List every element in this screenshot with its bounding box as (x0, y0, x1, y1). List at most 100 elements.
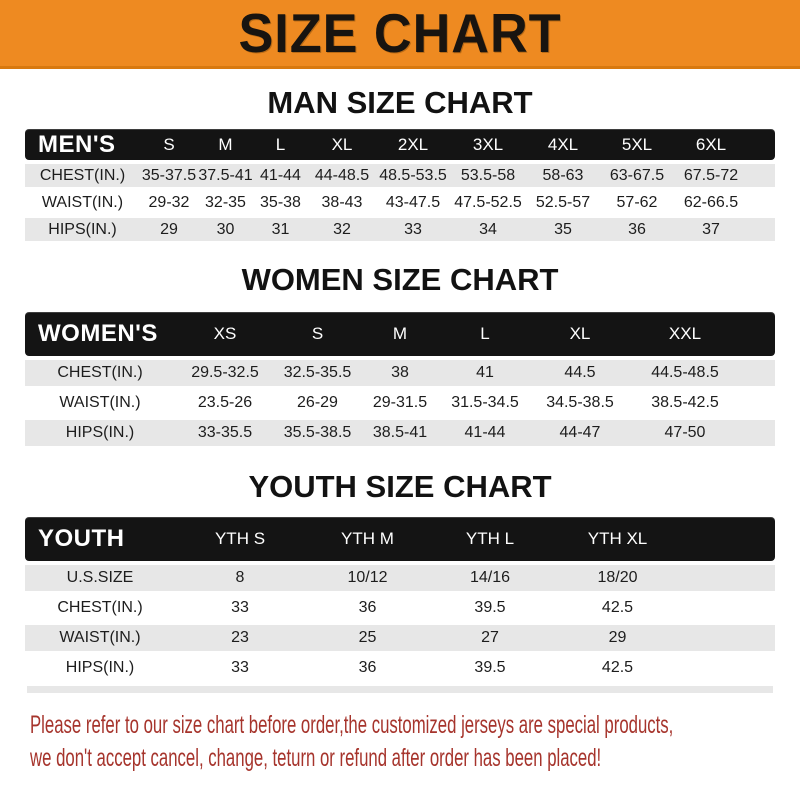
size-value-cell: 29-32 (140, 191, 198, 214)
size-value-cell: 26-29 (275, 390, 360, 416)
youth-header-row: YOUTH YTH S YTH M YTH L YTH XL (25, 517, 775, 561)
spacer-cell (748, 164, 775, 187)
size-column-header: 5XL (600, 129, 674, 160)
row-label: HIPS(IN.) (25, 218, 140, 241)
spacer-cell (748, 218, 775, 241)
size-value-cell: 42.5 (550, 655, 685, 681)
spacer-cell (748, 191, 775, 214)
size-value-cell: 32 (308, 218, 376, 241)
size-value-cell: 47-50 (630, 420, 740, 446)
size-value-cell: 43-47.5 (376, 191, 450, 214)
size-value-cell: 52.5-57 (526, 191, 600, 214)
table-row: CHEST(IN.) 29.5-32.5 32.5-35.5 38 41 44.… (25, 360, 775, 386)
row-label: WAIST(IN.) (25, 625, 175, 651)
size-column-header: S (140, 129, 198, 160)
size-value-cell: 31 (253, 218, 308, 241)
row-label: HIPS(IN.) (25, 655, 175, 681)
size-column-header: XS (175, 312, 275, 356)
size-value-cell: 58-63 (526, 164, 600, 187)
spacer-cell (748, 129, 775, 160)
spacer-cell (685, 595, 775, 621)
spacer-cell (685, 655, 775, 681)
size-value-cell: 37.5-41 (198, 164, 253, 187)
size-value-cell: 38-43 (308, 191, 376, 214)
size-column-header: 3XL (450, 129, 526, 160)
size-value-cell: 32-35 (198, 191, 253, 214)
men-section-heading: MAN SIZE CHART (267, 85, 533, 120)
size-value-cell: 30 (198, 218, 253, 241)
size-value-cell: 29-31.5 (360, 390, 440, 416)
size-value-cell: 8 (175, 565, 305, 591)
row-label: U.S.SIZE (25, 565, 175, 591)
size-value-cell: 44.5-48.5 (630, 360, 740, 386)
row-label: HIPS(IN.) (25, 420, 175, 446)
size-value-cell: 33 (175, 655, 305, 681)
table-bottom-strip (27, 686, 773, 693)
spacer-cell (685, 625, 775, 651)
size-value-cell: 29 (140, 218, 198, 241)
men-group-label: MEN'S (25, 129, 140, 160)
size-value-cell: 31.5-34.5 (440, 390, 530, 416)
table-row: U.S.SIZE 8 10/12 14/16 18/20 (25, 565, 775, 591)
size-column-header: YTH L (430, 517, 550, 561)
row-label: WAIST(IN.) (25, 191, 140, 214)
size-column-header: M (360, 312, 440, 356)
size-value-cell: 35-37.5 (140, 164, 198, 187)
footer-note-line: Please refer to our size chart before or… (30, 711, 674, 739)
spacer-cell (740, 312, 775, 356)
youth-section-heading: YOUTH SIZE CHART (248, 469, 552, 504)
size-column-header: L (253, 129, 308, 160)
size-value-cell: 44-48.5 (308, 164, 376, 187)
size-value-cell: 37 (674, 218, 748, 241)
size-value-cell: 14/16 (430, 565, 550, 591)
spacer-cell (740, 360, 775, 386)
size-value-cell: 44.5 (530, 360, 630, 386)
men-header-row: MEN'S S M L XL 2XL 3XL 4XL 5XL 6XL (25, 129, 775, 160)
women-section-heading: WOMEN SIZE CHART (241, 262, 559, 297)
size-column-header: XXL (630, 312, 740, 356)
size-value-cell: 44-47 (530, 420, 630, 446)
size-value-cell: 42.5 (550, 595, 685, 621)
table-row: CHEST(IN.) 33 36 39.5 42.5 (25, 595, 775, 621)
size-value-cell: 29.5-32.5 (175, 360, 275, 386)
women-size-table: WOMEN'S XS S M L XL XXL CHEST(IN.) 29.5-… (25, 308, 775, 450)
size-value-cell: 47.5-52.5 (450, 191, 526, 214)
youth-group-label: YOUTH (25, 517, 175, 561)
size-value-cell: 38.5-42.5 (630, 390, 740, 416)
size-column-header: S (275, 312, 360, 356)
size-value-cell: 33-35.5 (175, 420, 275, 446)
size-value-cell: 25 (305, 625, 430, 651)
size-column-header: YTH M (305, 517, 430, 561)
size-column-header: 6XL (674, 129, 748, 160)
size-value-cell: 35.5-38.5 (275, 420, 360, 446)
size-value-cell: 36 (305, 595, 430, 621)
size-value-cell: 57-62 (600, 191, 674, 214)
size-column-header: XL (530, 312, 630, 356)
size-value-cell: 39.5 (430, 655, 550, 681)
size-value-cell: 23.5-26 (175, 390, 275, 416)
size-value-cell: 53.5-58 (450, 164, 526, 187)
size-column-header: YTH S (175, 517, 305, 561)
size-column-header: 4XL (526, 129, 600, 160)
spacer-cell (685, 517, 775, 561)
size-value-cell: 67.5-72 (674, 164, 748, 187)
spacer-cell (740, 420, 775, 446)
size-value-cell: 38.5-41 (360, 420, 440, 446)
row-label: CHEST(IN.) (25, 360, 175, 386)
size-value-cell: 29 (550, 625, 685, 651)
size-value-cell: 35 (526, 218, 600, 241)
size-value-cell: 36 (600, 218, 674, 241)
row-label: CHEST(IN.) (25, 164, 140, 187)
size-value-cell: 41-44 (440, 420, 530, 446)
table-row: WAIST(IN.) 23 25 27 29 (25, 625, 775, 651)
size-column-header: L (440, 312, 530, 356)
table-row: WAIST(IN.) 23.5-26 26-29 29-31.5 31.5-34… (25, 390, 775, 416)
size-chart-banner: SIZE CHART (0, 0, 800, 69)
footer-note-line: we don't accept cancel, change, teturn o… (30, 744, 602, 772)
footer-note: Please refer to our size chart before or… (30, 709, 800, 775)
spacer-cell (685, 565, 775, 591)
size-value-cell: 33 (175, 595, 305, 621)
size-value-cell: 33 (376, 218, 450, 241)
size-value-cell: 63-67.5 (600, 164, 674, 187)
size-value-cell: 48.5-53.5 (376, 164, 450, 187)
